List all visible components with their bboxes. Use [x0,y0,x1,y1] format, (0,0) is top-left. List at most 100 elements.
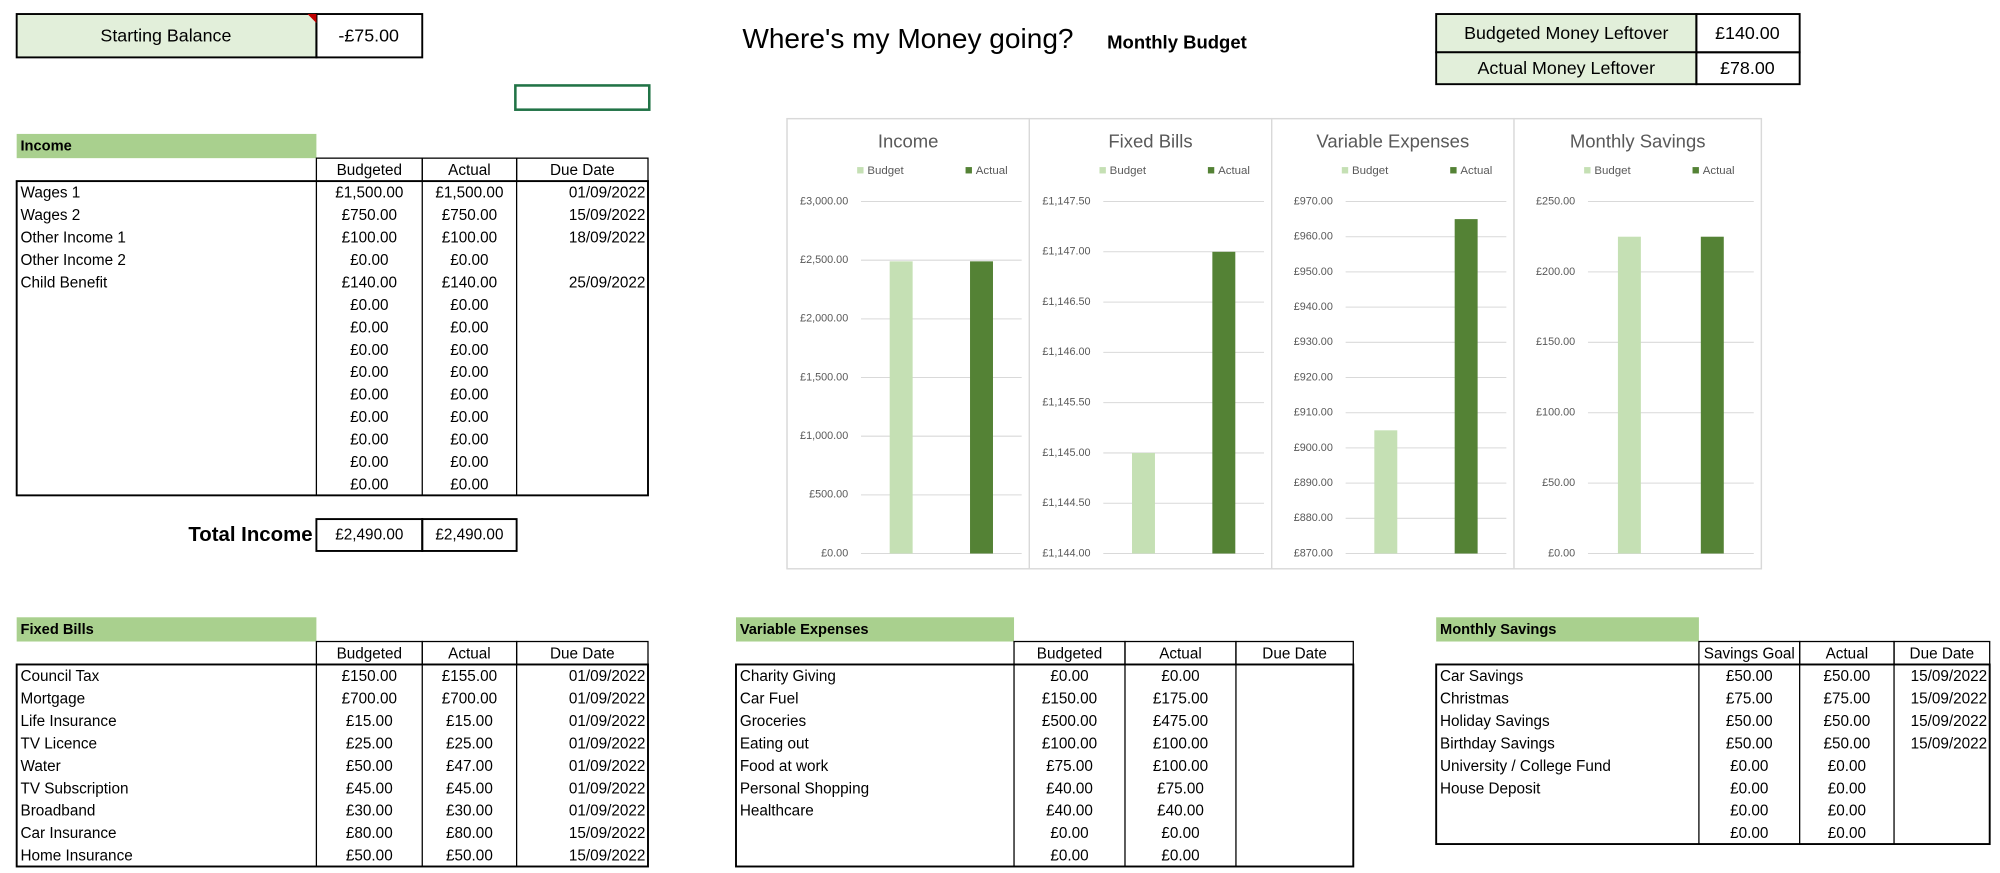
cell-text: Other Income 1 [21,230,126,247]
cell-text: Starting Balance [100,26,231,46]
cell-text: Actual Money Leftover [1477,58,1655,78]
legend-swatch [1584,167,1591,174]
cell-text: £0.00 [450,476,488,493]
cell-text: £0.00 [350,297,388,314]
legend-label: Budget [1352,165,1389,177]
cell-text: £0.00 [1730,758,1768,775]
y-tick-label: £2,500.00 [800,254,848,266]
cell-text: 15/09/2022 [569,825,646,842]
y-tick-label: £1,146.50 [1042,296,1090,308]
cell-text: £150.00 [1042,690,1097,707]
legend-swatch [1450,167,1457,174]
cell-text: 15/09/2022 [1911,713,1988,730]
y-tick-label: £910.00 [1294,407,1333,419]
cell-text: £1,500.00 [335,185,403,202]
cell-text: Total Income [188,524,312,546]
cell-text: Birthday Savings [1440,735,1555,752]
y-tick-label: £1,500.00 [800,371,848,383]
legend-label: Actual [1703,165,1735,177]
cell-text: £100.00 [442,230,497,247]
cell-text: £0.00 [1828,803,1866,820]
cell-text: £30.00 [446,803,493,820]
page-subtitle: Monthly Budget [1107,31,1247,52]
cell-text: £0.00 [1730,803,1768,820]
cell-text: £25.00 [346,735,393,752]
y-tick-label: £1,144.50 [1042,497,1090,509]
cell-text: Due Date [1910,645,1975,662]
cell-text: Budgeted [337,645,403,662]
cell-text: £0.00 [350,319,388,336]
y-tick-label: £250.00 [1536,195,1575,207]
cell-text: £0.00 [1730,825,1768,842]
cell-text: £140.00 [1715,23,1780,43]
bar [1212,251,1236,554]
cell-text: Budgeted Money Leftover [1464,23,1668,43]
cell-text: £50.00 [346,848,393,865]
legend-label: Actual [1218,165,1250,177]
cell-text: £500.00 [1042,713,1097,730]
cell-text: 01/09/2022 [569,690,646,707]
selected-cell[interactable] [514,84,651,111]
y-tick-label: £930.00 [1294,336,1333,348]
cell-text: 25/09/2022 [569,274,646,291]
cell-border [735,663,1355,868]
cell-text: £45.00 [346,780,393,797]
y-tick-label: £100.00 [1536,407,1575,419]
cell-text: 01/09/2022 [569,803,646,820]
cell-text: Budgeted [337,162,403,179]
legend-swatch [1207,167,1215,174]
cell-text: £1,500.00 [435,185,503,202]
cell-text: Christmas [1440,690,1509,707]
cell-text: Budgeted [1037,645,1103,662]
cell-text: £50.00 [1726,713,1773,730]
cell-text: £0.00 [1828,780,1866,797]
cell-text: Due Date [550,645,615,662]
cell-text: Variable Expenses [740,622,869,638]
cell-text: £0.00 [450,319,488,336]
legend-swatch [857,167,864,174]
chart-area [786,117,1763,570]
cell-text: £50.00 [1823,668,1870,685]
cell-text: University / College Fund [1440,758,1611,775]
cell-text: £0.00 [450,364,488,381]
cell-border [315,13,424,59]
y-tick-label: £1,145.00 [1042,447,1090,459]
y-tick-label: £1,000.00 [800,430,848,442]
bar [970,261,993,554]
cell-text: £0.00 [450,387,488,404]
legend-swatch [1692,167,1699,174]
cell-text: £0.00 [1050,825,1088,842]
cell-text: 15/09/2022 [569,848,646,865]
chart-title: Variable Expenses [1316,131,1469,152]
y-tick-label: £2,000.00 [800,313,848,325]
cell-text: £25.00 [446,735,493,752]
cell-text: £0.00 [350,409,388,426]
y-tick-label: £150.00 [1536,336,1575,348]
cell-text: £155.00 [442,668,497,685]
cell-text: £0.00 [1161,848,1199,865]
cell-text: £0.00 [1050,668,1088,685]
cell-text: £0.00 [450,454,488,471]
y-tick-label: £960.00 [1294,231,1333,243]
cell-text: £40.00 [1046,803,1093,820]
cell-text: £0.00 [450,409,488,426]
cell-text: £75.00 [1823,690,1870,707]
cell-text: £140.00 [442,274,497,291]
y-tick-label: £950.00 [1294,266,1333,278]
cell-text: £80.00 [446,825,493,842]
cell-text: £15.00 [346,713,393,730]
bar [1700,236,1724,554]
legend-swatch [965,167,972,174]
cell-text: Council Tax [21,668,100,685]
cell-text: £100.00 [1153,758,1208,775]
cell-text: £0.00 [1730,780,1768,797]
cell-text: £0.00 [450,252,488,269]
cell-text: £0.00 [350,342,388,359]
cell-text: £0.00 [1828,825,1866,842]
chart-title: Income [878,131,939,152]
cell-text: Wages 1 [21,185,81,202]
section-header [16,617,317,642]
cell-text: Wages 2 [21,207,81,224]
cell-text: £30.00 [346,803,393,820]
